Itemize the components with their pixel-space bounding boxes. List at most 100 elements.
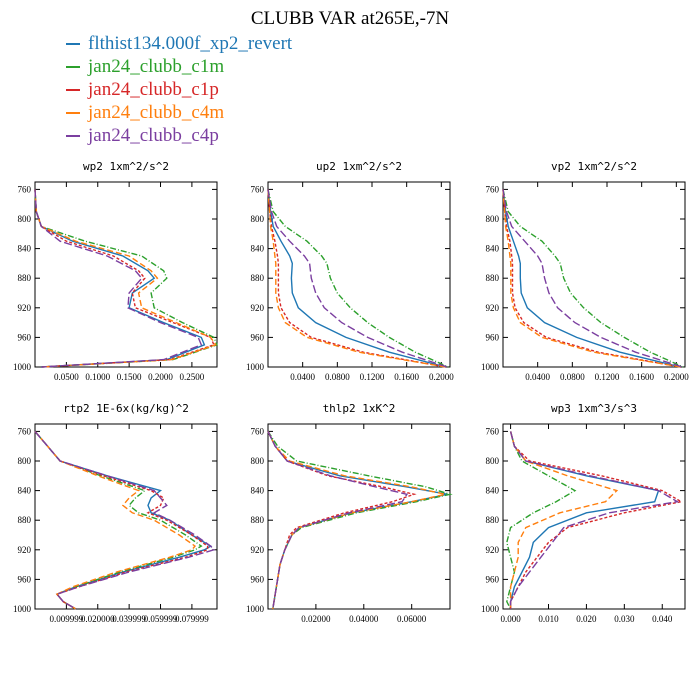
panel-title: rtp2 1E-6x(kg/kg)^2 bbox=[63, 402, 189, 415]
y-tick-label: 960 bbox=[18, 574, 32, 584]
y-tick-label: 1000 bbox=[13, 604, 32, 614]
y-tick-label: 1000 bbox=[13, 362, 32, 372]
x-tick-label: 0.000 bbox=[500, 614, 521, 624]
series-line bbox=[34, 189, 206, 368]
series-line bbox=[34, 189, 218, 368]
y-tick-label: 760 bbox=[18, 426, 32, 436]
x-tick-label: 0.1000 bbox=[85, 372, 110, 382]
panel-title: vp2 1xm^2/s^2 bbox=[551, 160, 637, 173]
y-tick-label: 1000 bbox=[246, 604, 265, 614]
y-tick-label: 960 bbox=[18, 332, 32, 342]
y-tick-label: 920 bbox=[486, 303, 500, 313]
y-tick-label: 920 bbox=[251, 545, 265, 555]
series-line bbox=[34, 430, 209, 610]
series-line bbox=[267, 189, 446, 368]
y-tick-label: 840 bbox=[18, 244, 32, 254]
x-tick-label: 0.2000 bbox=[429, 372, 454, 382]
series-line bbox=[509, 431, 684, 609]
y-tick-label: 880 bbox=[18, 273, 32, 283]
series-line bbox=[267, 431, 446, 610]
y-tick-label: 960 bbox=[486, 574, 500, 584]
y-tick-label: 800 bbox=[486, 214, 500, 224]
legend: flthist134.000f_xp2_revert jan24_clubb_c… bbox=[66, 32, 292, 147]
y-tick-label: 880 bbox=[251, 273, 265, 283]
legend-label: jan24_clubb_c4p bbox=[88, 124, 219, 146]
x-tick-label: 0.010 bbox=[538, 614, 559, 624]
x-tick-label: 0.0400 bbox=[525, 372, 550, 382]
panel-3: vp2 1xm^2/s^2 760 800 840 880 920 960 1000 0.040… bbox=[481, 160, 689, 382]
series-line bbox=[34, 430, 216, 610]
y-tick-label: 920 bbox=[18, 303, 32, 313]
series-line bbox=[34, 430, 203, 610]
legend-swatch bbox=[66, 88, 80, 91]
panel-4: rtp2 1E-6x(kg/kg)^2 760 800 840 880 920 960 100… bbox=[13, 402, 218, 624]
x-tick-label: 0.079999 bbox=[175, 614, 209, 624]
series-line bbox=[509, 431, 619, 609]
legend-swatch bbox=[66, 65, 80, 68]
legend-item: jan24_clubb_c1m bbox=[66, 55, 292, 78]
y-tick-label: 840 bbox=[486, 486, 500, 496]
y-tick-label: 880 bbox=[486, 273, 500, 283]
y-tick-label: 880 bbox=[251, 515, 265, 525]
plot-frame bbox=[34, 423, 218, 610]
x-tick-label: 0.020 bbox=[576, 614, 597, 624]
panel-title: wp3 1xm^3/s^3 bbox=[551, 402, 637, 415]
legend-label: flthist134.000f_xp2_revert bbox=[88, 32, 293, 54]
x-tick-label: 0.1200 bbox=[595, 372, 620, 382]
y-tick-label: 760 bbox=[18, 184, 32, 194]
series-line bbox=[267, 431, 453, 610]
legend-swatch bbox=[66, 134, 80, 137]
x-tick-label: 0.059999 bbox=[144, 614, 178, 624]
y-tick-label: 960 bbox=[251, 332, 265, 342]
series-line bbox=[34, 430, 197, 610]
figure-title: CLUBB VAR at265E,-7N bbox=[250, 8, 450, 29]
y-tick-label: 760 bbox=[251, 184, 265, 194]
x-tick-label: 0.0500 bbox=[54, 372, 79, 382]
series-line bbox=[267, 189, 446, 368]
series-line bbox=[267, 189, 448, 368]
y-tick-label: 880 bbox=[486, 515, 500, 525]
plot-frame bbox=[502, 181, 686, 368]
y-tick-label: 840 bbox=[251, 244, 265, 254]
plot-frame bbox=[267, 181, 451, 368]
plot-frame bbox=[502, 423, 686, 610]
legend-swatch bbox=[66, 111, 80, 114]
y-tick-label: 1000 bbox=[481, 604, 500, 614]
y-tick-label: 800 bbox=[251, 214, 265, 224]
legend-swatch bbox=[66, 42, 80, 45]
y-tick-label: 1000 bbox=[246, 362, 265, 372]
y-tick-label: 960 bbox=[486, 332, 500, 342]
y-tick-label: 760 bbox=[486, 426, 500, 436]
panel-6: wp3 1xm^3/s^3 760 800 840 880 920 960 10000.000… bbox=[481, 402, 686, 624]
y-tick-label: 840 bbox=[251, 486, 265, 496]
y-tick-label: 800 bbox=[18, 214, 32, 224]
series-line bbox=[502, 189, 681, 368]
x-tick-label: 0.039999 bbox=[112, 614, 146, 624]
legend-item: flthist134.000f_xp2_revert bbox=[66, 32, 292, 55]
x-tick-label: 0.2000 bbox=[148, 372, 173, 382]
x-tick-label: 0.0800 bbox=[560, 372, 585, 382]
y-tick-label: 840 bbox=[486, 244, 500, 254]
x-tick-label: 0.1500 bbox=[117, 372, 142, 382]
x-tick-label: 0.040 bbox=[652, 614, 673, 624]
y-tick-label: 760 bbox=[486, 184, 500, 194]
series-line bbox=[34, 189, 215, 368]
panel-2: up2 1xm^2/s^2 760 800 840 880 920 960 1000 0.040… bbox=[246, 160, 454, 382]
legend-item: jan24_clubb_c1p bbox=[66, 78, 292, 101]
x-tick-label: 0.0400 bbox=[290, 372, 315, 382]
y-tick-label: 800 bbox=[486, 456, 500, 466]
x-tick-label: 0.009999 bbox=[50, 614, 84, 624]
y-tick-label: 760 bbox=[251, 426, 265, 436]
panel-title: up2 1xm^2/s^2 bbox=[316, 160, 402, 173]
y-tick-label: 800 bbox=[18, 456, 32, 466]
x-tick-label: 0.1600 bbox=[394, 372, 419, 382]
x-tick-label: 0.0800 bbox=[325, 372, 350, 382]
y-tick-label: 880 bbox=[18, 515, 32, 525]
legend-label: jan24_clubb_c1m bbox=[88, 55, 225, 77]
legend-label: jan24_clubb_c4m bbox=[88, 101, 225, 123]
x-tick-label: 0.2500 bbox=[180, 372, 205, 382]
legend-item: jan24_clubb_c4m bbox=[66, 101, 292, 124]
y-tick-label: 920 bbox=[251, 303, 265, 313]
y-tick-label: 1000 bbox=[481, 362, 500, 372]
